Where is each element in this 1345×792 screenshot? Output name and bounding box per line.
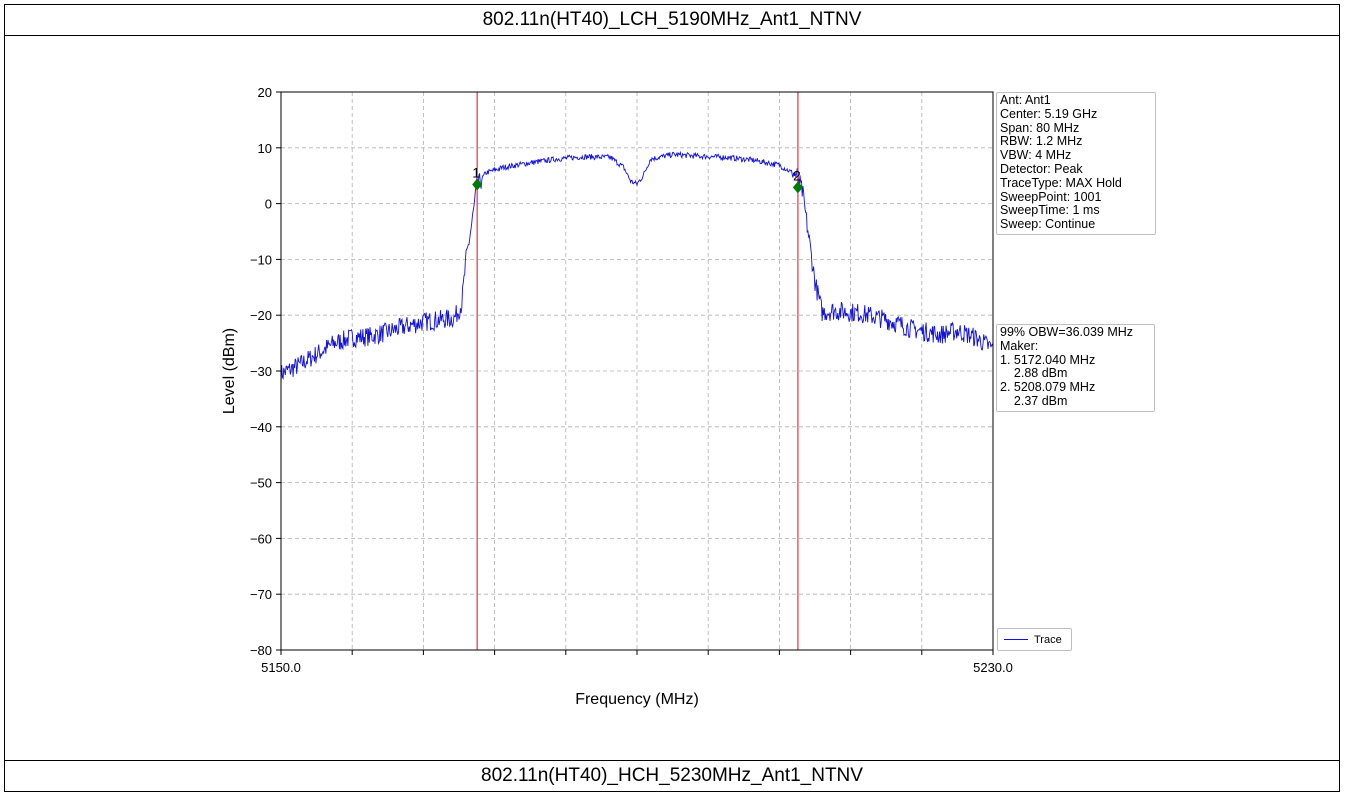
obw-line: 1. 5172.040 MHz: [1000, 352, 1096, 367]
measurement-settings-box: Ant: Ant1 Center: 5.19 GHz Span: 80 MHz RBW…: [996, 92, 1156, 235]
y-axis-label: Level (dBm): [221, 328, 238, 414]
marker-label: 2: [793, 167, 801, 183]
y-tick-label: −20: [250, 308, 272, 323]
y-tick-label: −50: [250, 476, 272, 491]
x-axis-label: Frequency (MHz): [575, 691, 699, 708]
trace-line: [280, 150, 994, 384]
bottom-title: 802.11n(HT40)_HCH_5230MHz_Ant1_NTNV: [5, 760, 1339, 791]
obw-line: 99% OBW=36.039 MHz: [1000, 325, 1134, 339]
legend: Trace: [997, 628, 1072, 651]
y-tick-label: −30: [250, 364, 272, 379]
settings-line: Center: 5.19 GHz: [1000, 106, 1098, 121]
y-tick-label: −60: [250, 531, 272, 546]
y-tick-label: −10: [250, 252, 272, 267]
plot-border: [280, 91, 994, 651]
y-tick-label: −70: [250, 587, 272, 602]
settings-line: SweepPoint: 1001: [1000, 189, 1102, 204]
marker-diamond: [472, 178, 483, 191]
x-tick-label: 5150.0: [261, 660, 301, 675]
obw-line: 2. 5208.079 MHz: [1000, 380, 1096, 395]
marker-diamond: [792, 181, 803, 194]
y-tick-label: −80: [250, 643, 272, 658]
obw-line: 2.88 dBm: [1000, 366, 1068, 381]
settings-line: TraceType: MAX Hold: [1000, 175, 1122, 190]
x-tick-label: 5230.0: [973, 660, 1013, 675]
settings-line: SweepTime: 1 ms: [1000, 203, 1100, 218]
grid: [281, 92, 993, 650]
marker-lines: [476, 92, 799, 650]
settings-line: Ant: Ant1: [1000, 93, 1051, 107]
y-tick-label: 10: [258, 141, 272, 156]
settings-line: VBW: 4 MHz: [1000, 148, 1072, 163]
legend-trace-swatch: [1004, 639, 1028, 640]
marker-label: 1: [472, 165, 480, 181]
y-tick-label: −40: [250, 420, 272, 435]
settings-line: Detector: Peak: [1000, 161, 1083, 176]
settings-line: Sweep: Continue: [1000, 217, 1096, 232]
top-title: 802.11n(HT40)_LCH_5190MHz_Ant1_NTNV: [5, 5, 1339, 36]
y-tick-label: 20: [258, 85, 272, 100]
obw-line: 2.37 dBm: [1000, 393, 1068, 408]
axis-ticks: 20 10 0 −10 −20 −30 −40 −50 −60 −70 −80 5150.0 5230.…: [250, 85, 1013, 675]
obw-result-box: 99% OBW=36.039 MHz Maker: 1. 5172.040 MHz …: [996, 324, 1155, 412]
settings-line: Span: 80 MHz: [1000, 120, 1080, 135]
y-tick-label: 0: [265, 197, 272, 212]
obw-line: Maker:: [1000, 338, 1039, 353]
settings-line: RBW: 1.2 MHz: [1000, 134, 1083, 149]
trace-series: [280, 150, 994, 384]
legend-trace-label: Trace: [1034, 633, 1062, 646]
